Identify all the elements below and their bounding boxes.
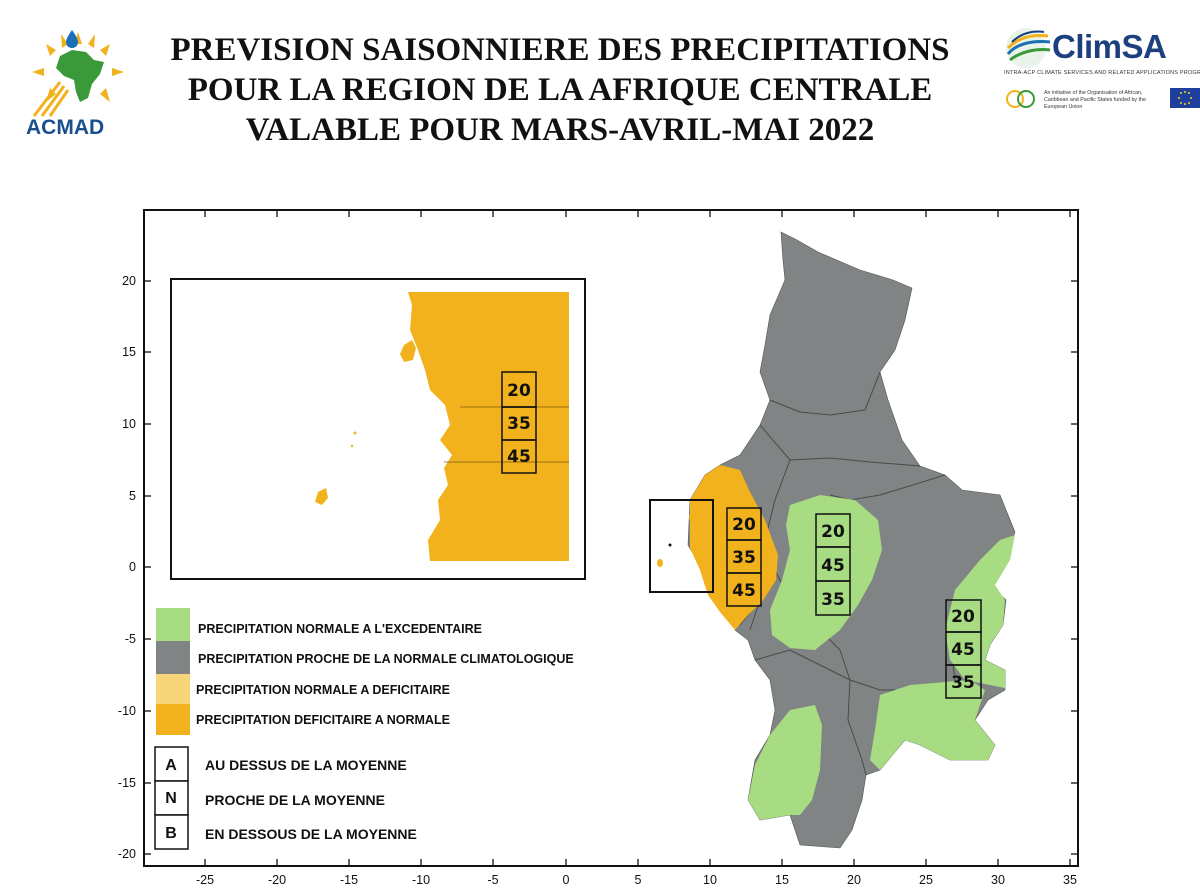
forecast-box-west: 20 35 45 (726, 507, 762, 607)
zone-above-normal-east (945, 535, 1015, 688)
legend-letter-box (154, 746, 189, 782)
y-tick-label: 5 (129, 489, 136, 503)
legend-label: PRECIPITATION NORMALE A L'EXCEDENTAIRE (198, 622, 482, 636)
inset-locator-box (649, 499, 714, 593)
forecast-box-east: 20 45 35 (945, 599, 982, 699)
y-tick-label: -10 (118, 704, 136, 718)
map-title: PREVISION SAISONNIERE DES PRECIPITATIONS… (140, 30, 980, 150)
oacps-emblem-icon (1006, 90, 1035, 108)
map-frame (143, 209, 1079, 867)
x-tick-label: -5 (487, 873, 498, 887)
title-line-3: VALABLE POUR MARS-AVRIL-MAI 2022 (245, 112, 875, 148)
eu-flag-icon (1170, 88, 1200, 108)
x-tick-label: 5 (635, 873, 642, 887)
acmad-logo: ACMAD (20, 22, 135, 139)
x-tick-label: -25 (196, 873, 214, 887)
x-tick-label: 0 (563, 873, 570, 887)
box-below-value: 45 (507, 447, 531, 467)
legend-letter: A (165, 757, 177, 774)
climsa-wordmark: ClimSA (1052, 28, 1167, 65)
box-below-value: 45 (732, 581, 756, 601)
box-near-value: 35 (507, 414, 531, 434)
legend-label: PRECIPITATION NORMALE A DEFICITAIRE (196, 683, 450, 697)
legend-letter-label: AU DESSUS DE LA MOYENNE (205, 757, 407, 773)
legend-letter: B (165, 825, 177, 842)
y-tick-label: -20 (118, 847, 136, 861)
forecast-box-inset: 20 35 45 (501, 371, 537, 474)
acmad-wordmark: ACMAD (26, 116, 105, 139)
box-below-value: 35 (821, 590, 845, 610)
inset-island-annobon (350, 444, 354, 448)
y-tick-label: -5 (125, 632, 136, 646)
climsa-initiative-text: An initiative of the Organisation of Afr… (1044, 90, 1146, 110)
inset-island-sao-tome (315, 488, 328, 505)
title-line-1: PREVISION SAISONNIERE DES PRECIPITATIONS (170, 32, 950, 68)
box-above-value: 20 (732, 515, 756, 535)
y-tick-label: 10 (122, 417, 136, 431)
islands (657, 512, 695, 567)
climsa-logo: ClimSA INTRA-ACP CLIMATE SERVICES AND RE… (1000, 22, 1200, 117)
x-tick-label: 35 (1063, 873, 1077, 887)
climsa-subtitle: INTRA-ACP CLIMATE SERVICES AND RELATED A… (1004, 70, 1200, 76)
legend-swatch-below-normal (156, 704, 190, 735)
inset-mainland (408, 292, 569, 561)
legend-label: PRECIPITATION DEFICITAIRE A NORMALE (196, 713, 450, 727)
x-tick-label: 20 (847, 873, 861, 887)
x-tick-label: -15 (340, 873, 358, 887)
x-tick-label: -20 (268, 873, 286, 887)
zone-above-normal-southeast (870, 680, 995, 770)
legend-letter: N (165, 790, 177, 807)
legend-label: PRECIPITATION PROCHE DE LA NORMALE CLIMA… (198, 652, 574, 666)
x-tick-label: -10 (412, 873, 430, 887)
box-below-value: 35 (951, 673, 975, 693)
inset-island-bioko (400, 340, 416, 362)
legend-swatch-above-normal (156, 608, 190, 641)
zone-above-normal-southwest (748, 705, 822, 820)
box-above-value: 20 (821, 522, 845, 542)
tick-marks (144, 210, 1078, 866)
x-tick-label: 10 (703, 873, 717, 887)
y-tick-label: -15 (118, 776, 136, 790)
forecast-box-central: 20 45 35 (815, 513, 851, 616)
box-near-value: 45 (821, 556, 845, 576)
legend-letter-box (154, 814, 189, 850)
box-near-value: 45 (951, 640, 975, 660)
x-tick-label: 15 (775, 873, 789, 887)
inset-island-small (353, 431, 357, 435)
climsa-globe-icon (1006, 28, 1051, 68)
y-tick-label: 0 (129, 560, 136, 574)
zone-above-normal-central (770, 495, 882, 650)
legend-swatch-near-normal (156, 641, 190, 674)
legend-letter-label: PROCHE DE LA MOYENNE (205, 792, 385, 808)
x-tick-label: 25 (919, 873, 933, 887)
box-above-value: 20 (507, 381, 531, 401)
box-above-value: 20 (951, 607, 975, 627)
legend: PRECIPITATION NORMALE A L'EXCEDENTAIRE P… (154, 608, 574, 850)
y-tick-label: 15 (122, 345, 136, 359)
x-tick-label: 30 (991, 873, 1005, 887)
box-near-value: 35 (732, 548, 756, 568)
acmad-emblem-icon (32, 30, 124, 117)
title-line-2: POUR LA REGION DE LA AFRIQUE CENTRALE (187, 72, 933, 108)
legend-swatch-normal-to-below (156, 674, 190, 704)
y-tick-label: 20 (122, 274, 136, 288)
legend-letter-label: EN DESSOUS DE LA MOYENNE (205, 826, 417, 842)
